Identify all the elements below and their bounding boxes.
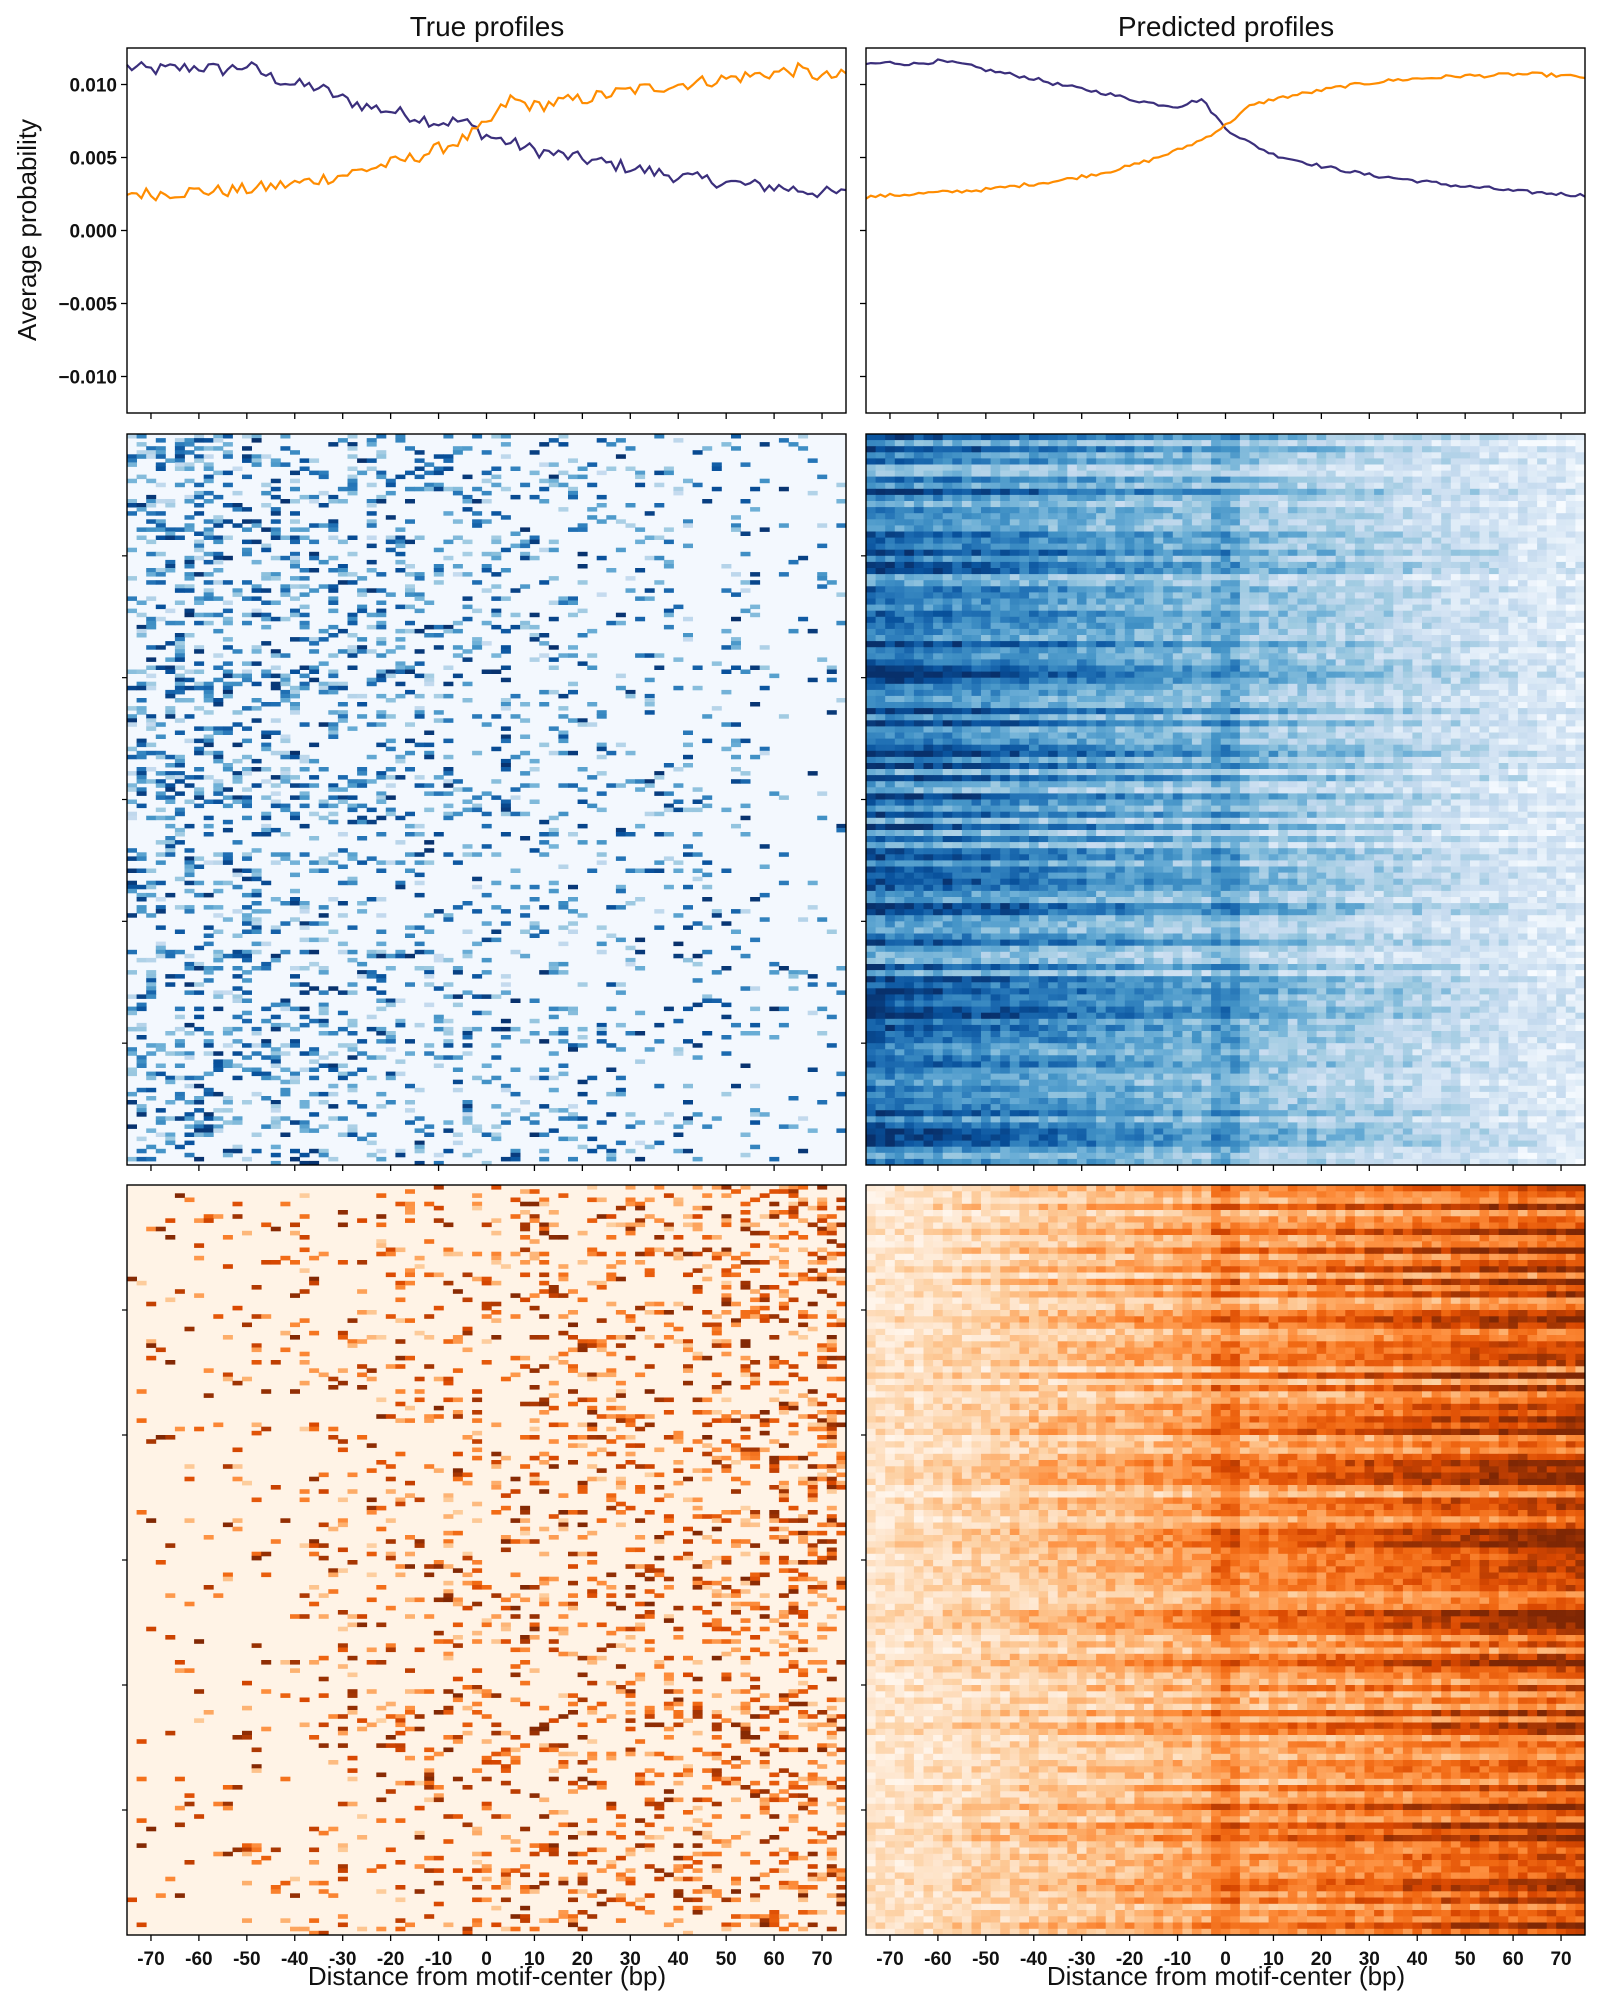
y-axis-label: Average probability xyxy=(12,119,42,341)
series-line-1 xyxy=(866,73,1585,199)
x-tick-label: 40 xyxy=(668,1949,689,1970)
true-heatmap-orange xyxy=(127,1185,846,1935)
x-tick-label: 70 xyxy=(811,1949,832,1970)
true-heatmap-blue xyxy=(127,434,846,1165)
y-tick-label: 0.005 xyxy=(69,149,117,170)
predicted-heatmap-orange xyxy=(866,1185,1585,1936)
y-tick-label: 0.000 xyxy=(69,222,117,243)
series-line-0 xyxy=(127,62,846,197)
true-average-plot xyxy=(127,62,846,200)
axes-frame xyxy=(866,48,1585,413)
series-line-0 xyxy=(866,59,1585,196)
x-tick-label: 50 xyxy=(716,1949,737,1970)
x-tick-label: -70 xyxy=(876,1949,903,1970)
x-tick-label: -50 xyxy=(233,1949,260,1970)
x-tick-label: 60 xyxy=(764,1949,785,1970)
x-tick-label: -50 xyxy=(972,1949,999,1970)
x-tick-label: -40 xyxy=(1020,1949,1047,1970)
x-tick-label: -60 xyxy=(185,1949,212,1970)
y-tick-label: −0.010 xyxy=(58,368,117,389)
y-tick-label: 0.010 xyxy=(69,76,117,97)
x-tick-label: 40 xyxy=(1407,1949,1428,1970)
x-tick-label: 70 xyxy=(1550,1949,1571,1970)
left-column-title: True profiles xyxy=(410,11,565,42)
x-tick-label: 50 xyxy=(1455,1949,1476,1970)
axes-frame xyxy=(127,48,846,413)
series-line-1 xyxy=(127,63,846,200)
x-tick-label: -70 xyxy=(137,1949,164,1970)
x-axis-label-left: Distance from motif-center (bp) xyxy=(308,1961,666,1991)
x-axis-label-right: Distance from motif-center (bp) xyxy=(1047,1961,1405,1991)
predicted-heatmap-blue xyxy=(866,434,1585,1165)
y-tick-label: −0.005 xyxy=(58,295,117,316)
heatmap-background xyxy=(127,1185,846,1935)
predicted-average-plot xyxy=(866,59,1585,198)
x-tick-label: -60 xyxy=(924,1949,951,1970)
x-tick-label: -40 xyxy=(281,1949,308,1970)
x-tick-label: 60 xyxy=(1503,1949,1524,1970)
right-column-title: Predicted profiles xyxy=(1118,11,1334,42)
